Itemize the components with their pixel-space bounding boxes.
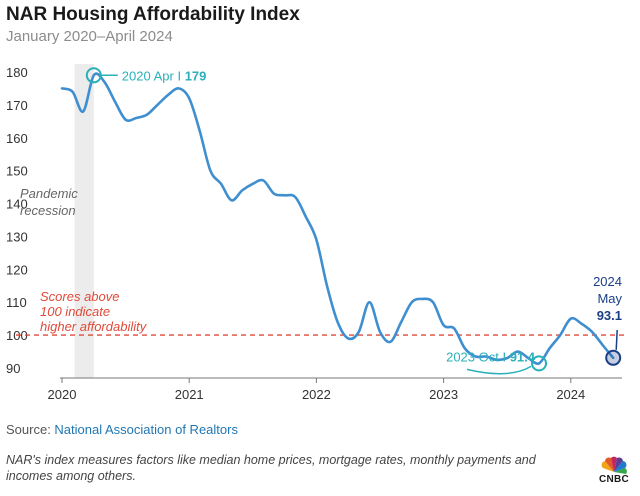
recession-label-line: recession bbox=[20, 203, 76, 218]
threshold-label-line: higher affordability bbox=[40, 319, 148, 334]
x-tick-label: 2023 bbox=[429, 387, 458, 402]
y-tick-label: 160 bbox=[6, 131, 28, 146]
series-line bbox=[60, 72, 615, 366]
latest-leader bbox=[615, 329, 618, 350]
y-tick-label: 150 bbox=[6, 164, 28, 179]
source-line: Source: National Association of Realtors bbox=[6, 422, 238, 437]
x-tick-label: 2020 bbox=[48, 387, 77, 402]
y-tick-label: 130 bbox=[6, 229, 28, 244]
threshold-label-line: 100 indicate bbox=[40, 304, 110, 319]
cnbc-logo: CNBC bbox=[594, 452, 634, 488]
threshold-label-line: Scores above bbox=[40, 289, 120, 304]
y-tick-label: 170 bbox=[6, 98, 28, 113]
low-annotation: 2023 Oct I 91.4 bbox=[446, 349, 536, 364]
y-tick-label: 110 bbox=[6, 295, 27, 310]
logo-text: CNBC bbox=[598, 474, 630, 485]
footnote: NAR's index measures factors like median… bbox=[6, 453, 536, 483]
recession-band bbox=[74, 64, 94, 378]
peacock-icon bbox=[601, 456, 627, 474]
x-tick-label: 2022 bbox=[302, 387, 331, 402]
source-prefix: Source: bbox=[6, 422, 55, 437]
chart-subtitle: January 2020–April 2024 bbox=[6, 28, 173, 45]
latest-annotation-month: May bbox=[597, 291, 622, 306]
y-tick-label: 90 bbox=[6, 361, 20, 376]
latest-marker bbox=[605, 349, 622, 366]
peak-annotation: 2020 Apr I 179 bbox=[122, 68, 207, 83]
source-link[interactable]: National Association of Realtors bbox=[54, 422, 238, 437]
latest-annotation-year: 2024 bbox=[593, 274, 622, 289]
low-leader bbox=[466, 365, 532, 375]
y-tick-label: 140 bbox=[6, 197, 28, 212]
x-tick-label: 2021 bbox=[175, 387, 204, 402]
recession-label-line: Pandemic bbox=[20, 186, 78, 201]
x-tick-label: 2024 bbox=[556, 387, 585, 402]
y-tick-label: 180 bbox=[6, 65, 28, 80]
latest-annotation-value: 93.1 bbox=[597, 308, 622, 323]
low-marker bbox=[531, 355, 547, 372]
y-tick-label: 120 bbox=[6, 262, 28, 277]
chart-title: NAR Housing Affordability Index bbox=[6, 4, 300, 25]
